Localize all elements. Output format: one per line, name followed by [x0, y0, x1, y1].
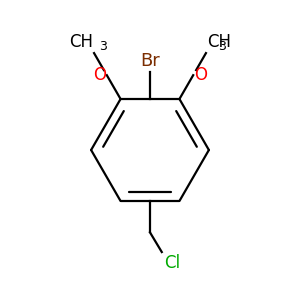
Text: O: O — [194, 66, 207, 84]
Text: O: O — [93, 66, 106, 84]
Text: CH: CH — [207, 33, 231, 51]
Text: 3: 3 — [99, 40, 107, 52]
Text: 3: 3 — [218, 40, 226, 52]
Text: Cl: Cl — [164, 254, 180, 272]
Text: Br: Br — [140, 52, 160, 70]
Text: CH: CH — [69, 33, 93, 51]
